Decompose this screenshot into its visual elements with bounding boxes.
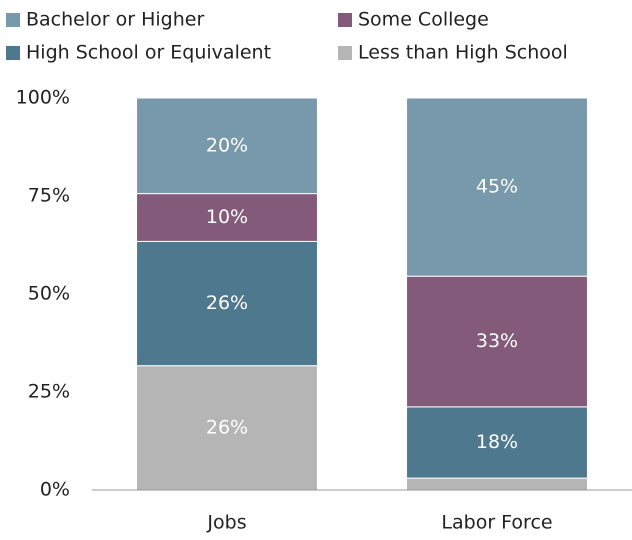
bar-segment — [406, 477, 588, 491]
legend-label: Less than High School — [358, 42, 568, 64]
data-label: 33% — [476, 330, 518, 352]
legend-swatch — [338, 13, 352, 27]
y-tick-label: 100% — [16, 87, 70, 109]
data-label: 26% — [206, 292, 248, 314]
x-tick-label: Labor Force — [441, 512, 552, 534]
legend-swatch — [6, 46, 20, 60]
bar-segment — [406, 275, 588, 408]
data-label: 26% — [206, 416, 248, 438]
legend-label: High School or Equivalent — [26, 42, 271, 64]
bar-segment — [136, 240, 318, 367]
legend-swatch — [338, 46, 352, 60]
data-label: 18% — [476, 431, 518, 453]
data-label: 20% — [206, 134, 248, 156]
bar-segment — [406, 406, 588, 479]
x-tick-label: Jobs — [206, 512, 246, 534]
bar-segment — [136, 97, 318, 195]
legend-swatch — [6, 13, 20, 27]
y-tick-label: 25% — [28, 381, 70, 403]
bar-segment — [406, 97, 588, 277]
legend-label: Some College — [358, 9, 489, 31]
legend-label: Bachelor or Higher — [26, 9, 204, 31]
data-label: 45% — [476, 176, 518, 198]
y-tick-label: 0% — [40, 479, 70, 501]
data-label: 10% — [206, 206, 248, 228]
y-tick-label: 50% — [28, 283, 70, 305]
bar-segment — [136, 365, 318, 491]
y-tick-label: 75% — [28, 185, 70, 207]
